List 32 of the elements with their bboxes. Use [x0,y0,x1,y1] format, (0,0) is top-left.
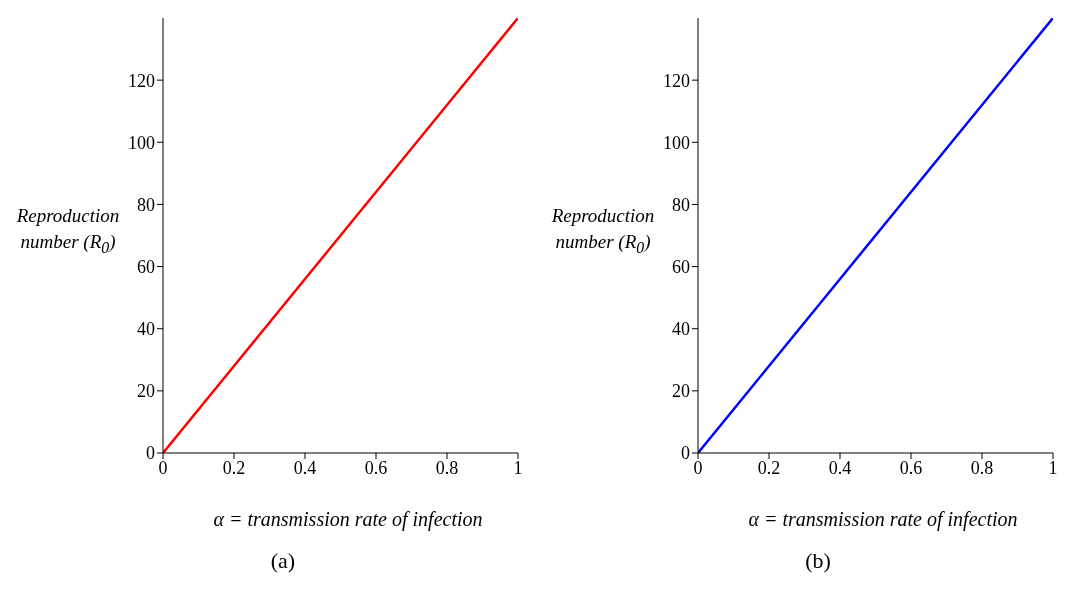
y-tick-label: 40 [137,319,155,340]
y-tick-label: 60 [672,256,690,277]
y-axis-title: Reproduction number (R$_{0}$) [15,204,121,258]
y-tick-label: 120 [128,70,155,91]
y-tick-label: 80 [672,194,690,215]
x-tick-label: 0.6 [364,457,388,478]
x-tick-label: 1 [513,457,523,478]
text: (b) [804,548,832,574]
y-tick-label: 100 [663,132,690,153]
x-axis-title: α = transmission rate of infection [212,508,484,531]
y-tick-label: 100 [128,132,155,153]
y-tick-label: 60 [137,256,155,277]
y-tick-label: 20 [672,381,690,402]
x-tick-label: 0.8 [435,457,459,478]
x-tick-label: 0.2 [222,457,246,478]
y-tick-label: 20 [137,381,155,402]
y-tick-label: 0 [146,443,155,464]
y-tick-label: 40 [672,319,690,340]
x-tick-label: 1 [1048,457,1058,478]
x-tick-label: 0.6 [899,457,923,478]
x-tick-label: 0.2 [757,457,781,478]
y-tick-label: 0 [681,443,690,464]
x-tick-label: 0.4 [293,457,317,478]
text: (a) [269,548,297,574]
y-tick-label: 80 [137,194,155,215]
x-axis-title: α = transmission rate of infection [747,508,1019,531]
x-tick-label: 0.4 [828,457,852,478]
y-tick-label: 120 [663,70,690,91]
x-tick-label: 0 [158,457,168,478]
x-tick-label: 0 [693,457,703,478]
y-axis-title: Reproduction number (R$_{0}$) [550,204,656,258]
x-tick-label: 0.8 [970,457,994,478]
